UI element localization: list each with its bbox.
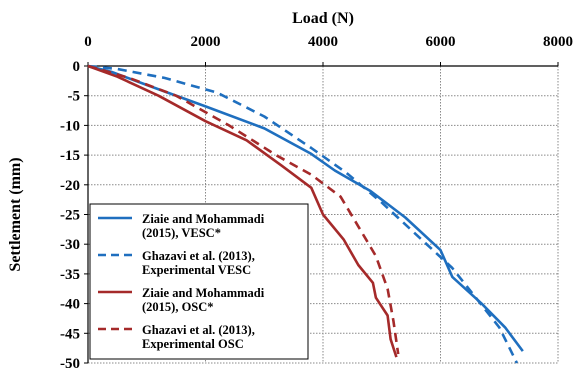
y-tick-label: -10 — [60, 118, 80, 134]
y-tick-label: -5 — [68, 89, 81, 105]
legend: Ziaie and Mohammadi(2015), VESC*Ghazavi … — [89, 203, 309, 360]
y-axis-title: Settlement (mm) — [7, 157, 24, 271]
y-tick-label: -50 — [60, 356, 80, 370]
legend-label: Experimental VESC — [142, 263, 251, 277]
series-lines — [87, 64, 524, 364]
legend-label: Ghazavi et al. (2013), — [142, 249, 255, 263]
legend-label: Ghazavi et al. (2013), — [142, 323, 255, 337]
y-tick-label: -15 — [60, 148, 80, 164]
y-tick-label: -35 — [60, 267, 80, 283]
y-tick-label: -45 — [60, 326, 80, 342]
y-tick-label: -30 — [60, 237, 80, 253]
legend-label: (2015), OSC* — [142, 300, 214, 314]
series-line-ghazavi-et-al-2013-experimental-vesc — [87, 64, 519, 364]
legend-label: (2015), VESC* — [142, 226, 221, 240]
legend-box — [89, 203, 309, 360]
axes: 0 -5 -10 -15 -20 -25 -30 -35 -40 -45 -50 0 2000 4000 6… — [60, 34, 573, 372]
x-axis-title: Load (N) — [292, 10, 354, 27]
y-tick-label: -25 — [60, 208, 80, 224]
x-tick-label: 8000 — [543, 34, 573, 50]
x-tick-label: 6000 — [426, 34, 456, 50]
legend-label: Experimental OSC — [142, 337, 244, 351]
y-tick-label: -40 — [60, 297, 80, 313]
y-tick-label: 0 — [73, 59, 81, 75]
series-line-ziaie-and-mohammadi-2015-osc — [87, 64, 398, 358]
legend-label: Ziaie and Mohammadi — [142, 212, 265, 226]
series-line-ghazavi-et-al-2013-experimental-osc — [87, 64, 400, 355]
x-tick-label: 0 — [84, 34, 92, 50]
y-tick-label: -20 — [60, 178, 80, 194]
x-tick-label: 2000 — [191, 34, 221, 50]
legend-label: Ziaie and Mohammadi — [142, 286, 265, 300]
x-tick-label: 4000 — [308, 34, 338, 50]
